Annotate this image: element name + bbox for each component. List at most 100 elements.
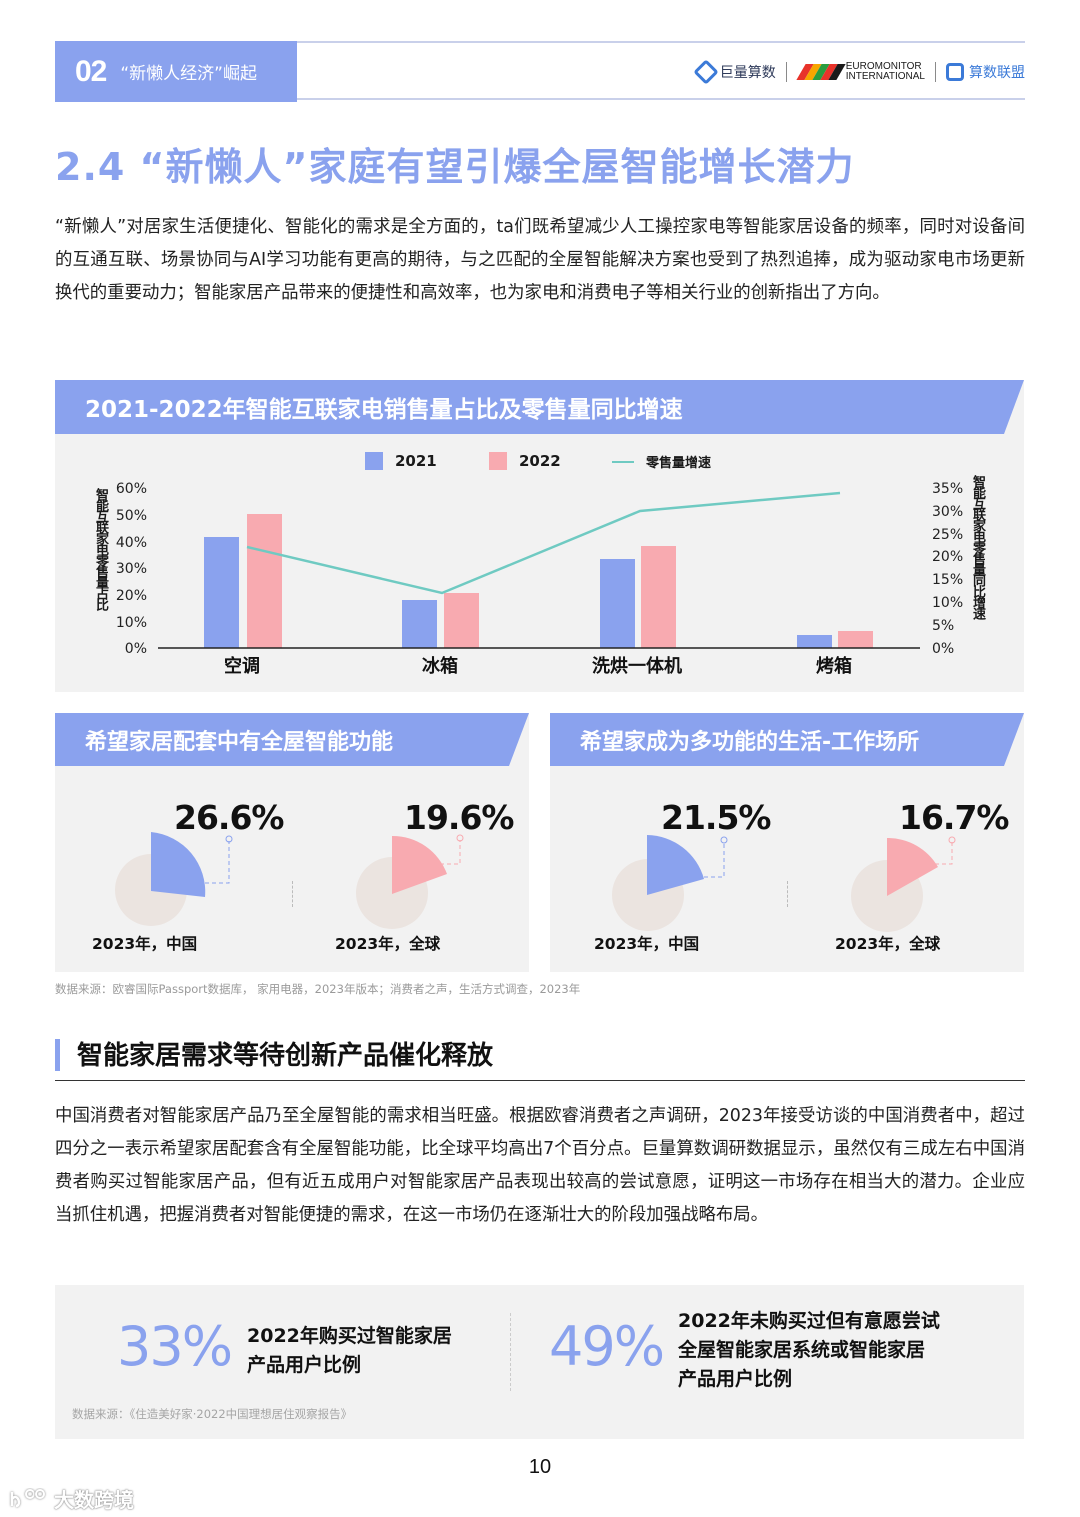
category-label: 冰箱 [422, 655, 458, 677]
section-number: 02 [75, 54, 107, 88]
pie-chart-china [612, 835, 728, 931]
right-tick: 15% [932, 572, 963, 588]
pie-value: 21.5% [661, 798, 771, 837]
logo-divider [785, 62, 787, 82]
pie-global: 16.7% 2023年，全球 [787, 766, 1024, 972]
stat-divider [510, 1313, 511, 1391]
euromonitor-line2: INTERNATIONAL [845, 71, 925, 82]
legend-label-2022: 2022 [519, 452, 561, 470]
euromonitor-stripes-icon [796, 64, 846, 80]
chart-legend: 2021 2022 零售量增速 [55, 452, 1024, 474]
right-tick: 25% [932, 527, 963, 543]
right-tick: 0% [932, 641, 954, 657]
suanshu-logo: 算数联盟 [946, 62, 1025, 82]
right-axis-title: 智能互联家电零售量同比增速 [970, 475, 985, 618]
bar-line-chart-panel: 2021-2022年智能互联家电销售量占比及零售量同比增速 2021 2022 … [55, 380, 1024, 692]
pie-panel-title: 希望家成为多功能的生活-工作场所 [550, 713, 1024, 766]
pie-caption: 2023年，全球 [835, 935, 941, 953]
bar-2022-ac [247, 514, 282, 648]
oceanengine-logo-text: 巨量算数 [719, 65, 776, 81]
subheading-accent-bar [55, 1039, 60, 1071]
legend-item-2022: 2022 [489, 452, 561, 470]
data-source-note: 数据来源：欧睿国际Passport数据库， 家用电器，2023年版本；消费者之声… [55, 982, 581, 996]
section-label: “新懒人经济”崛起 [120, 64, 257, 84]
euromonitor-logo: EUROMONITOR INTERNATIONAL [796, 61, 925, 82]
stat-value-willing: 49% [549, 1315, 665, 1378]
category-label: 烤箱 [816, 655, 852, 677]
pie-china: 26.6% 2023年，中国 [55, 766, 292, 972]
right-tick: 10% [932, 595, 963, 611]
pie-value: 16.7% [899, 798, 1009, 837]
pie-panel-smart-home: 希望家居配套中有全屋智能功能 26.6% 2023年，中国 19.6% 2023… [55, 713, 529, 972]
bar-2021-fridge [402, 600, 437, 648]
chart-plot: 60% 50% 40% 30% 20% 10% 0% 35% 30% 25% 2… [116, 481, 963, 677]
left-tick: 60% [116, 481, 147, 497]
stats-panel: 33% 2022年购买过智能家居 产品用户比例 49% 2022年未购买过但有意… [55, 1285, 1024, 1439]
left-tick: 20% [116, 588, 147, 604]
watermark: 大数跨境 [8, 1484, 134, 1513]
growth-line [246, 491, 841, 595]
legend-item-growth: 零售量增速 [612, 452, 711, 471]
left-tick: 40% [116, 535, 147, 551]
bar-2021-oven [797, 635, 832, 648]
bars-2021 [204, 537, 832, 648]
category-label: 空调 [224, 655, 260, 677]
stat-label-line: 2022年未购买过但有意愿尝试 [678, 1310, 940, 1332]
watermark-text: 大数跨境 [54, 1488, 134, 1512]
bar-2022-washer-dryer [641, 546, 676, 648]
page-header: 02 “新懒人经济”崛起 巨量算数 EUROMONITOR INTERNATIO… [55, 41, 1025, 102]
pie-global: 19.6% 2023年，全球 [292, 766, 529, 972]
left-tick: 10% [116, 615, 147, 631]
pie-chart-global [356, 834, 464, 929]
pie-caption: 2023年，中国 [594, 935, 700, 953]
bars-2022 [247, 514, 873, 648]
legend-item-2021: 2021 [365, 452, 437, 470]
intro-paragraph: “新懒人”对居家生活便捷化、智能化的需求是全方面的，ta们既希望减少人工操控家电… [55, 217, 1025, 303]
legend-swatch-2021 [365, 452, 383, 470]
bar-2021-washer-dryer [600, 559, 635, 648]
logo-divider [935, 62, 936, 82]
body-paragraph: 中国消费者对智能家居产品乃至全屋智能的需求相当旺盛。根据欧睿消费者之声调研，20… [55, 1106, 1025, 1225]
right-tick: 5% [932, 618, 954, 634]
euromonitor-line1: EUROMONITOR [845, 61, 922, 72]
stat-label-willing: 2022年未购买过但有意愿尝试 全屋智能家居系统或智能家居 产品用户比例 [678, 1307, 940, 1394]
legend-swatch-2022 [489, 452, 507, 470]
pie-panel-multi-function-home: 希望家成为多功能的生活-工作场所 21.5% 2023年，中国 16.7% 20… [550, 713, 1024, 972]
legend-label-growth: 零售量增速 [646, 456, 712, 471]
pie-chart-china [115, 832, 233, 926]
category-label: 洗烘一体机 [592, 655, 682, 677]
right-axis-ticks: 35% 30% 25% 20% 15% 10% 5% 0% [932, 481, 963, 657]
bar-2022-fridge [444, 593, 479, 648]
pie-divider [292, 881, 293, 907]
stat-label-line: 全屋智能家居系统或智能家居 [678, 1339, 926, 1361]
legend-label-2021: 2021 [395, 452, 437, 470]
pie-caption: 2023年，中国 [92, 935, 198, 953]
pie-china: 21.5% 2023年，中国 [550, 766, 787, 972]
stat-label-line: 2022年购买过智能家居 [247, 1325, 452, 1347]
stat-value-purchased: 33% [117, 1315, 233, 1378]
right-tick: 20% [932, 549, 963, 565]
bar-2021-ac [204, 537, 239, 648]
page-title: 2.4 “新懒人”家庭有望引爆全屋智能增长潜力 [55, 145, 855, 189]
pie-panel-title: 希望家居配套中有全屋智能功能 [55, 713, 529, 766]
watermark-logo-icon [10, 1488, 45, 1507]
subheading-text: 智能家居需求等待创新产品催化释放 [77, 1041, 494, 1071]
oceanengine-logo: 巨量算数 [692, 59, 776, 85]
stat-label-purchased: 2022年购买过智能家居 产品用户比例 [247, 1322, 452, 1380]
left-tick: 0% [125, 641, 147, 657]
left-axis-title: 智能互联家电零售量占比 [93, 488, 108, 609]
pie-value: 26.6% [174, 798, 284, 837]
left-tick: 30% [116, 561, 147, 577]
pie-divider [787, 881, 788, 907]
left-axis-ticks: 60% 50% 40% 30% 20% 10% 0% [116, 481, 147, 657]
stat-label-line: 产品用户比例 [247, 1354, 362, 1376]
right-tick: 35% [932, 481, 963, 497]
page-number: 10 [528, 1456, 552, 1478]
stat-label-line: 产品用户比例 [678, 1368, 793, 1390]
bar-2022-oven [838, 631, 873, 648]
stats-source-note: 数据来源：《住造美好家·2022中国理想居住观察报告》 [72, 1407, 353, 1421]
subheading: 智能家居需求等待创新产品催化释放 [55, 1033, 1025, 1081]
category-labels: 空调 冰箱 洗烘一体机 烤箱 [224, 655, 852, 677]
pie-value: 19.6% [404, 798, 514, 837]
oceanengine-cube-icon [692, 59, 719, 85]
